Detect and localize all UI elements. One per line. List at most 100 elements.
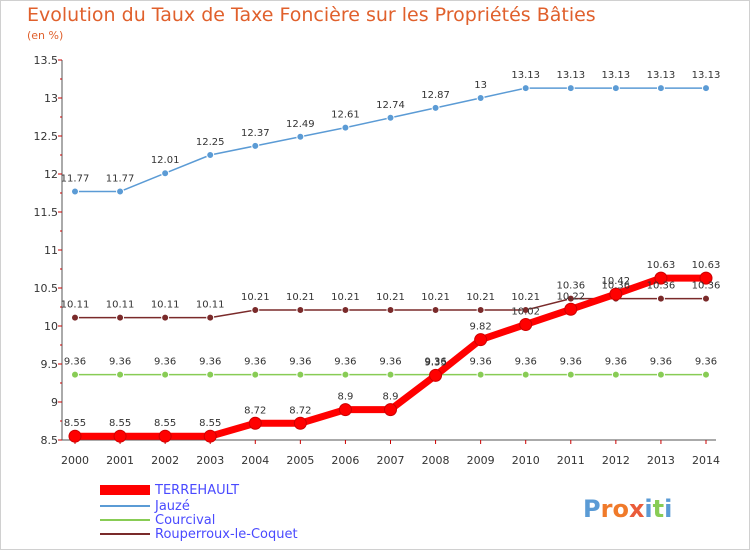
- data-point: [251, 370, 260, 379]
- data-label: 10.36: [692, 281, 721, 292]
- data-point: [521, 84, 530, 93]
- data-point: [341, 306, 350, 315]
- data-label: 9.36: [424, 357, 446, 368]
- data-point: [71, 313, 79, 322]
- data-label: 12.49: [286, 119, 315, 130]
- x-tick-label: 2004: [241, 454, 269, 467]
- y-tick-label: 10.5: [34, 282, 59, 295]
- data-point: [161, 169, 170, 178]
- legend-label: Rouperroux-le-Coquet: [155, 527, 298, 542]
- x-tick-label: 2009: [467, 454, 495, 467]
- logo-letter: i: [644, 495, 652, 523]
- data-label: 12.61: [331, 110, 360, 121]
- data-label: 8.72: [289, 405, 311, 416]
- data-point: [251, 306, 260, 315]
- data-point: [341, 123, 350, 132]
- series-layer: [68, 84, 713, 443]
- y-tick-label: 9: [51, 396, 58, 409]
- data-label: 9.36: [289, 357, 311, 368]
- data-point: [203, 429, 217, 443]
- data-label: 9.36: [64, 357, 86, 368]
- data-point: [386, 306, 395, 315]
- axes: 8.5 9 9.5 10 10.5 11 11.5 12 12.5 13 13.5 2000 2001 2…: [34, 54, 721, 467]
- logo-letter: i: [664, 495, 672, 523]
- chart-title: Evolution du Taux de Taxe Foncière sur l…: [27, 4, 596, 26]
- data-label: 13.13: [556, 70, 585, 81]
- data-label: 10.22: [556, 291, 585, 302]
- data-point: [476, 306, 485, 315]
- data-label: 9.36: [379, 357, 401, 368]
- logo-letter: x: [629, 495, 645, 523]
- data-point: [384, 403, 397, 417]
- data-label: 13: [474, 80, 487, 91]
- data-point: [429, 368, 443, 382]
- y-tick-label: 12.5: [34, 130, 59, 143]
- data-point: [566, 84, 575, 93]
- y-tick-label: 13.5: [34, 54, 59, 67]
- data-point: [702, 84, 710, 93]
- logo-text: Proxiti: [583, 495, 672, 523]
- data-point: [296, 132, 305, 141]
- data-label: 8.72: [244, 405, 266, 416]
- data-label: 10.42: [602, 276, 631, 287]
- data-label: 12.01: [151, 155, 180, 166]
- y-tick-label: 10: [44, 320, 58, 333]
- data-label: 9.36: [560, 357, 582, 368]
- y-tick-label: 12: [44, 168, 58, 181]
- data-point: [656, 294, 665, 303]
- data-label: 10.21: [421, 292, 450, 303]
- data-point: [71, 187, 79, 196]
- data-point: [611, 370, 620, 379]
- data-label: 10.36: [556, 281, 585, 292]
- x-tick-label: 2011: [557, 454, 585, 467]
- data-point: [338, 403, 352, 417]
- data-point: [296, 370, 305, 379]
- data-label: 9.36: [199, 357, 221, 368]
- x-tick-label: 2006: [331, 454, 359, 467]
- x-tick-label: 2010: [512, 454, 540, 467]
- data-point: [656, 84, 665, 93]
- data-label: 10.11: [196, 300, 225, 311]
- data-label: 9.36: [695, 357, 717, 368]
- data-point: [611, 84, 620, 93]
- data-label: 8.55: [199, 418, 221, 429]
- x-tick-label: 2003: [196, 454, 224, 467]
- data-label: 12.87: [421, 90, 450, 101]
- data-point: [699, 271, 713, 285]
- data-label: 13.13: [692, 70, 721, 81]
- data-label: 8.55: [109, 418, 131, 429]
- data-point: [161, 313, 170, 322]
- data-label: 10.11: [106, 300, 135, 311]
- data-point: [476, 370, 485, 379]
- x-tick-label: 2007: [377, 454, 405, 467]
- data-point: [206, 370, 215, 379]
- data-labels: 11.77 11.77 12.01 12.25 12.37 12.49 12.61 12.74…: [61, 70, 721, 429]
- data-point: [566, 294, 575, 303]
- data-label: 13.13: [647, 70, 676, 81]
- data-point: [702, 294, 710, 303]
- legend-label: TERREHAULT: [154, 483, 239, 498]
- data-point: [71, 370, 79, 379]
- data-point: [702, 370, 710, 379]
- data-label: 10.21: [331, 292, 360, 303]
- data-point: [161, 370, 170, 379]
- data-label: 9.36: [515, 357, 537, 368]
- data-label: 9.36: [650, 357, 672, 368]
- data-label: 9.82: [470, 322, 492, 333]
- data-point: [206, 313, 215, 322]
- data-label: 10.21: [376, 292, 405, 303]
- data-point: [519, 317, 533, 331]
- y-tick-label: 11: [44, 244, 58, 257]
- chart-subtitle: (en %): [27, 29, 64, 42]
- data-point: [656, 370, 665, 379]
- data-label: 12.37: [241, 128, 270, 139]
- x-tick-label: 2001: [106, 454, 134, 467]
- proxiti-logo: Proxiti: [583, 495, 672, 523]
- x-tick-label: 2005: [286, 454, 314, 467]
- data-label: 9.36: [244, 357, 266, 368]
- data-point: [521, 306, 530, 315]
- data-label: 11.77: [106, 173, 135, 184]
- data-label: 9.36: [605, 357, 627, 368]
- data-point: [248, 416, 262, 430]
